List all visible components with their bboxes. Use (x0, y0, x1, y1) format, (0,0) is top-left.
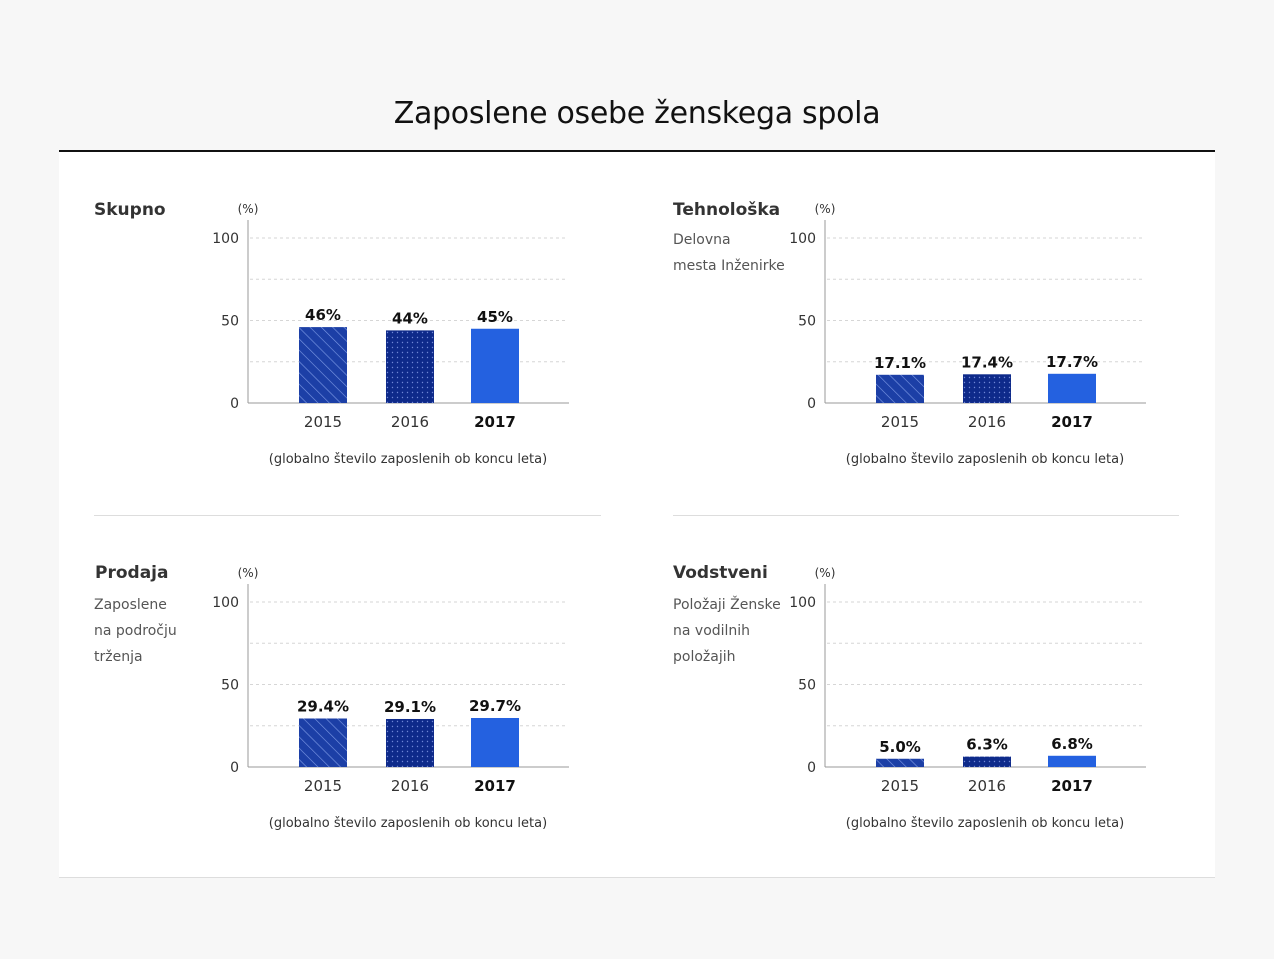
divider-left (94, 515, 601, 516)
value-label: 6.3% (966, 736, 1008, 754)
category-label: 2017 (474, 777, 516, 795)
subtitle-line: Položaji Ženske (673, 597, 781, 613)
bar-2015 (876, 758, 924, 767)
chart-prodaja: (%) 0 50 100 29.4% 2015 29.1% 2016 29.7% 2017 (glo… (212, 566, 569, 831)
y-tick-label: 100 (789, 231, 816, 247)
category-label: 2016 (968, 777, 1006, 795)
value-label: 29.1% (384, 698, 436, 716)
category-label: 2017 (1051, 777, 1093, 795)
value-label: 17.7% (1046, 353, 1098, 371)
y-tick-label: 0 (807, 396, 816, 412)
panel-title-skupno: Skupno (94, 200, 166, 220)
y-tick-label: 0 (807, 760, 816, 776)
unit-label: (%) (815, 202, 836, 216)
category-label: 2015 (304, 777, 342, 795)
bar-2015 (876, 374, 924, 403)
category-label: 2017 (474, 413, 516, 431)
y-tick-label: 100 (789, 595, 816, 611)
value-label: 17.4% (961, 353, 1013, 371)
bar-2017 (1048, 755, 1096, 767)
category-label: 2015 (881, 413, 919, 431)
y-tick-label: 50 (221, 314, 239, 330)
bar-2016 (963, 374, 1011, 403)
chart-skupno: (%) 0 50 100 46% 2015 44% 2016 45% 2017 (globalno … (212, 202, 569, 467)
y-tick-label: 50 (798, 678, 816, 694)
subtitle-line: mesta Inženirke (673, 258, 785, 274)
panel-title-vodstveni: Vodstveni (673, 563, 768, 583)
bar-2017 (1048, 373, 1096, 403)
chart-tehnoloska: (%) 0 50 100 17.1% 2015 17.4% 2016 17.7% 2017 (glo… (789, 202, 1146, 467)
chart-note: (globalno število zaposlenih ob koncu le… (846, 452, 1124, 467)
category-label: 2016 (968, 413, 1006, 431)
subtitle-line: položajih (673, 649, 736, 665)
panel-subtitle-vodstveni: Položaji Ženske na vodilnih položajih (673, 592, 793, 670)
chart-note: (globalno število zaposlenih ob koncu le… (269, 816, 547, 831)
category-label: 2016 (391, 413, 429, 431)
divider-right (673, 515, 1179, 516)
value-label: 6.8% (1051, 735, 1093, 753)
value-label: 29.7% (469, 697, 521, 715)
panel-subtitle-tehnoloska: Delovna mesta Inženirke (673, 227, 793, 279)
value-label: 17.1% (874, 354, 926, 372)
unit-label: (%) (238, 202, 259, 216)
subtitle-line: na vodilnih (673, 623, 751, 639)
panel-title-tehnoloska: Tehnološka (673, 200, 781, 220)
y-tick-label: 0 (230, 760, 239, 776)
value-label: 5.0% (879, 738, 921, 756)
subtitle-line: Delovna (673, 232, 731, 248)
value-label: 44% (392, 309, 428, 327)
bar-2015 (299, 327, 347, 403)
panel-title-prodaja: Prodaja (95, 563, 169, 583)
bar-2016 (386, 718, 434, 767)
y-tick-label: 50 (798, 314, 816, 330)
bar-2017 (471, 328, 519, 403)
y-tick-label: 100 (212, 231, 239, 247)
unit-label: (%) (815, 566, 836, 580)
y-tick-label: 50 (221, 678, 239, 694)
category-label: 2015 (304, 413, 342, 431)
bar-2015 (299, 718, 347, 767)
page-title: Zaposlene osebe ženskega spola (393, 96, 881, 132)
category-label: 2015 (881, 777, 919, 795)
bar-2017 (471, 717, 519, 767)
y-tick-label: 0 (230, 396, 239, 412)
subtitle-line: na področju (94, 623, 177, 639)
unit-label: (%) (238, 566, 259, 580)
category-label: 2016 (391, 777, 429, 795)
subtitle-line: trženja (94, 649, 143, 665)
value-label: 46% (305, 306, 341, 324)
value-label: 45% (477, 308, 513, 326)
bar-2016 (386, 330, 434, 403)
panel-subtitle-prodaja: Zaposlene na področju trženja (94, 592, 214, 670)
chart-vodstveni: (%) 0 50 100 5.0% 2015 6.3% 2016 6.8% 2017 (global… (789, 566, 1146, 831)
bar-2016 (963, 756, 1011, 767)
y-tick-label: 100 (212, 595, 239, 611)
category-label: 2017 (1051, 413, 1093, 431)
chart-note: (globalno število zaposlenih ob koncu le… (269, 452, 547, 467)
value-label: 29.4% (297, 697, 349, 715)
chart-note: (globalno število zaposlenih ob koncu le… (846, 816, 1124, 831)
subtitle-line: Zaposlene (94, 597, 167, 613)
chart-card (59, 150, 1215, 878)
